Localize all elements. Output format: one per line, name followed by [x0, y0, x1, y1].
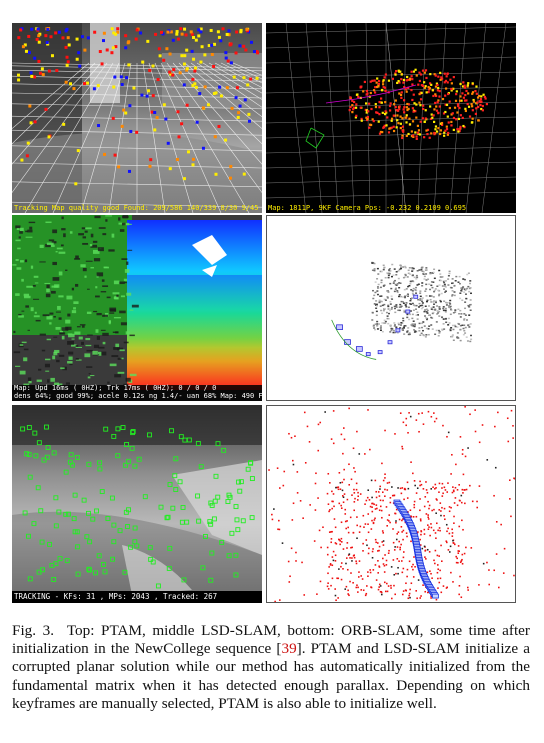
ptam-map-status: Map: 1811P, 9KF Camera Pos: -0.232 0.210… — [268, 204, 467, 212]
lsd-camera-image: Map: Upd 16ms ( 0HZ); Trk 17ms ( 0HZ); 0… — [12, 215, 262, 401]
figure-caption: Fig. 3. Top: PTAM, middle LSD-SLAM, bott… — [12, 622, 530, 713]
lsd-image-status-line1: Map: Upd 16ms ( 0HZ); Trk 17ms ( 0HZ); 0… — [14, 384, 217, 392]
caption-text-end: ]. PTAM and LSD-SLAM initialize a corrup… — [12, 640, 530, 712]
orb-camera-scene — [12, 405, 262, 603]
lsd-depth-scene — [12, 215, 262, 401]
ptam-camera-scene — [12, 23, 262, 213]
lsd-map-scene — [267, 216, 515, 400]
lsd-map-view — [266, 215, 516, 401]
caption-text-start: Top: PTAM, middle LSD-SLAM, bottom: ORB-… — [12, 622, 530, 658]
ptam-map-scene — [266, 23, 516, 213]
ptam-image-status: Tracking Map quality good Found: 209/586… — [14, 204, 262, 212]
citation-link[interactable]: 39 — [281, 640, 297, 658]
orb-map-view — [266, 405, 516, 603]
orb-map-scene — [267, 406, 515, 602]
ptam-camera-image: Tracking Map quality good Found: 209/586… — [12, 23, 262, 213]
figure-label: Fig. 3. — [12, 622, 54, 639]
lsd-image-status-line2: dens 64%; good 99%; acele 0.12s ng 1.4/-… — [14, 392, 262, 400]
orb-camera-image: TRACKING - KFs: 31 , MPs: 2043 , Tracked… — [12, 405, 262, 603]
ptam-map-view: Map: 1811P, 9KF Camera Pos: -0.232 0.210… — [266, 23, 516, 213]
orb-image-status: TRACKING - KFs: 31 , MPs: 2043 , Tracked… — [14, 592, 218, 601]
